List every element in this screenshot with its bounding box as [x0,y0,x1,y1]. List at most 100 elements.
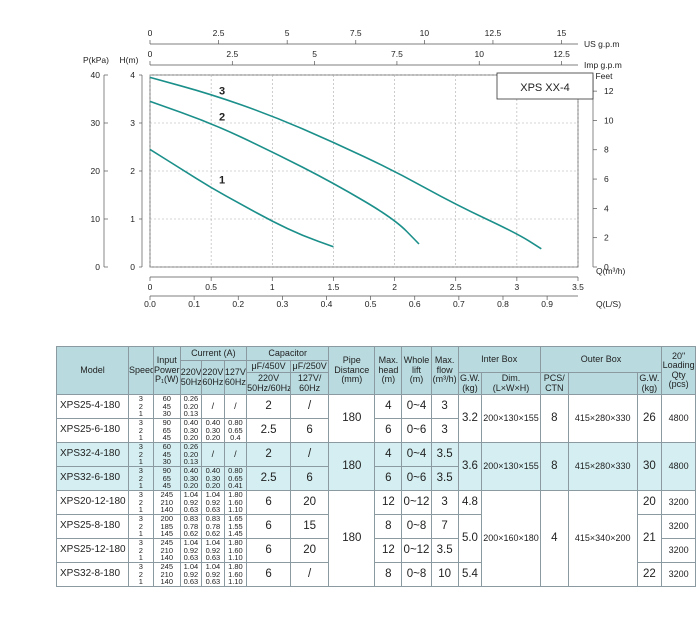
spec-table: Model Speed Input Power P₁(W) Current (A) … [56,346,696,587]
col-current-220-50: 220V 50Hz [179,360,203,395]
y-tick-label-pressure: 40 [91,70,101,80]
y-axis-label-pressure: P(kPa) [83,55,109,65]
col-cap-450: μF/450V [246,360,291,373]
top-axis-tick-label: 0 [148,28,153,38]
x-tick-label-m3h: 2 [392,282,397,292]
x-tick-label-m3h: 1.5 [328,282,340,292]
col-current-220-60: 220V 60Hz [201,360,225,395]
x-tick-label-m3h: 0 [148,282,153,292]
y-tick-label-pressure: 30 [91,118,101,128]
x-tick-label-m3h: 2.5 [450,282,462,292]
x-tick-label-ls: 0.7 [453,299,465,309]
col-outer-dim [567,372,638,395]
top-axis-tick-label: 5 [285,28,290,38]
chart-grid [149,74,579,268]
col-input-power: Input Power P₁(W) [152,346,181,395]
y-axis-label-head: H(m) [120,55,139,65]
x-tick-label-ls: 0.1 [188,299,200,309]
col-cap-250: μF/250V [289,360,330,373]
col-loading: 20" Loading Qty (pcs) [661,346,696,395]
col-model: Model [56,346,129,395]
y-tick-label-pressure: 0 [95,262,100,272]
curve-speed-1 [149,148,334,248]
col-flow: Max. flow (m³/h) [430,346,459,395]
y-tick-label-head: 3 [130,118,135,128]
y-tick-label-head: 4 [130,70,135,80]
x-tick-label-ls: 0.8 [497,299,509,309]
col-capacitor: Capacitor [246,346,330,361]
top-axis-unit-label: Imp g.p.m [584,60,622,70]
x-tick-label-ls: 0.2 [232,299,244,309]
curve-label-3: 3 [219,85,225,97]
top-axis-unit-label: US g.p.m [584,39,619,49]
col-current: Current (A) [179,346,248,361]
col-cap-250-sub: 127V/60Hz [289,372,330,395]
x-tick-label-m3h: 0.5 [205,282,217,292]
top-axis-tick-label: 10 [420,28,430,38]
x-tick-label-m3h: 3.5 [572,282,584,292]
x-axis-label-ls: Q(L/S) [596,299,621,309]
col-pcs: PCS/CTN [539,372,569,395]
y-tick-label-feet: 10 [604,115,614,125]
top-axis-tick-label: 2.5 [213,28,225,38]
col-outer-box: Outer Box [539,346,663,373]
y-tick-label-head: 0 [130,262,135,272]
y-tick-label-feet: 0 [604,262,609,272]
chart-legend-box: XPS XX-4 [496,72,594,100]
y-tick-label-pressure: 10 [91,214,101,224]
y-tick-label-head: 1 [130,214,135,224]
chart-curves [149,76,542,250]
y-tick-label-feet: 6 [604,174,609,184]
y-tick-label-head: 2 [130,166,135,176]
y-tick-label-pressure: 20 [91,166,101,176]
y-tick-label-feet: 4 [604,203,609,213]
chart-title: XPS XX-4 [520,82,570,94]
x-tick-label-ls: 0.4 [321,299,333,309]
col-outer-gw: G.W. (kg) [636,372,663,395]
col-inter-box: Inter Box [457,346,541,373]
top-axis-tick-label: 12.5 [553,49,570,59]
col-current-127-60: 127V 60Hz [223,360,248,395]
top-axis-tick-label: 0 [148,49,153,59]
x-tick-label-ls: 0.0 [144,299,156,309]
x-tick-label-m3h: 3 [514,282,519,292]
x-tick-label-m3h: 1 [270,282,275,292]
col-pipe: Pipe Distance (mm) [328,346,376,395]
x-tick-label-ls: 0.3 [276,299,288,309]
top-axis-tick-label: 10 [474,49,484,59]
chart-axes [103,40,597,300]
col-cap-450-sub: 220V 50Hz/60Hz [246,372,291,395]
y-axis-label-feet: Feet [595,71,613,81]
curve-speed-2 [149,100,420,245]
y-tick-label-feet: 2 [604,233,609,243]
curve-speed-3 [149,76,542,250]
x-tick-label-ls: 0.9 [541,299,553,309]
top-axis-tick-label: 7.5 [350,28,362,38]
col-inter-gw: G.W. (kg) [457,372,483,395]
top-axis-tick-label: 12.5 [485,28,502,38]
top-axis-tick-label: 15 [557,28,567,38]
top-axis-tick-label: 7.5 [391,49,403,59]
col-head: Max. head (m) [374,346,403,395]
curve-label-1: 1 [219,174,225,186]
col-inter-dim: Dim. (L×W×H) [481,372,541,395]
x-tick-label-ls: 0.5 [365,299,377,309]
top-axis-tick-label: 2.5 [226,49,238,59]
x-axis-label-m3h: Q(m³/h) [596,266,625,276]
top-axis-tick-label: 5 [312,49,317,59]
col-lift: Whole lift (m) [401,346,432,395]
curve-label-2: 2 [219,111,225,123]
y-tick-label-feet: 8 [604,145,609,155]
x-tick-label-ls: 0.6 [409,299,421,309]
y-tick-label-feet: 12 [604,86,614,96]
